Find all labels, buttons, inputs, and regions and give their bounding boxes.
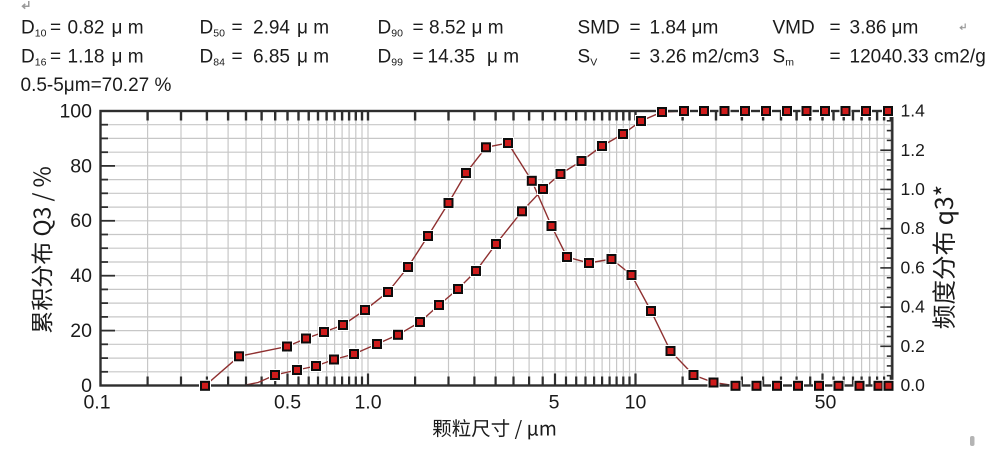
svg-text:60: 60 <box>70 210 92 232</box>
svg-text:=: = <box>232 18 243 39</box>
svg-text:=: = <box>232 47 243 68</box>
svg-text:0.8: 0.8 <box>901 218 925 238</box>
svg-text:1.2: 1.2 <box>901 140 925 160</box>
svg-text:1.18: 1.18 <box>68 47 105 68</box>
svg-text:0.82: 0.82 <box>68 18 105 39</box>
svg-text:μ m: μ m <box>487 47 519 68</box>
svg-text:5: 5 <box>549 392 560 414</box>
svg-text:μ m: μ m <box>297 47 329 68</box>
svg-text:40: 40 <box>70 265 92 287</box>
svg-text:0.6: 0.6 <box>901 258 925 278</box>
svg-text:3.26 m2/cm3: 3.26 m2/cm3 <box>650 47 760 68</box>
svg-text:=: = <box>830 47 841 68</box>
svg-text:=: = <box>50 18 61 39</box>
svg-text:0.0: 0.0 <box>901 375 926 395</box>
svg-text:μm: μm <box>892 18 919 39</box>
svg-text:=: = <box>50 47 61 68</box>
svg-text:1.0: 1.0 <box>354 392 381 414</box>
svg-text:20: 20 <box>70 320 92 342</box>
svg-text:=: = <box>413 18 424 39</box>
svg-text:6.85: 6.85 <box>253 47 290 68</box>
svg-text:0.1: 0.1 <box>83 392 110 414</box>
svg-text:0.5: 0.5 <box>274 392 301 414</box>
svg-text:=: = <box>630 47 641 68</box>
svg-text:1.84: 1.84 <box>650 18 687 39</box>
svg-text:14.35: 14.35 <box>428 47 476 68</box>
svg-text:μm: μm <box>692 18 719 39</box>
svg-text:μ m: μ m <box>472 18 504 39</box>
svg-text:10: 10 <box>625 392 647 414</box>
svg-text:8.52: 8.52 <box>429 18 466 39</box>
svg-text:0.2: 0.2 <box>901 336 925 356</box>
svg-text:50: 50 <box>815 392 837 414</box>
svg-text:80: 80 <box>70 155 92 177</box>
svg-text:=: = <box>630 18 641 39</box>
svg-text:0: 0 <box>81 375 92 397</box>
svg-text:1.4: 1.4 <box>901 101 926 121</box>
svg-text:0.5-5μm=70.27 %: 0.5-5μm=70.27 % <box>21 75 172 96</box>
svg-text:μ m: μ m <box>112 47 144 68</box>
svg-text:=: = <box>830 18 841 39</box>
svg-text:VMD: VMD <box>773 18 815 39</box>
svg-text:3.86: 3.86 <box>850 18 887 39</box>
svg-text:SMD: SMD <box>578 18 620 39</box>
svg-text:=: = <box>413 47 424 68</box>
svg-text:12040.33 cm2/g: 12040.33 cm2/g <box>850 47 986 68</box>
svg-text:1.0: 1.0 <box>901 179 926 199</box>
svg-text:μ m: μ m <box>112 18 144 39</box>
svg-text:2.94: 2.94 <box>253 18 290 39</box>
svg-text:100: 100 <box>59 100 92 122</box>
svg-text:μ m: μ m <box>297 18 329 39</box>
svg-text:0.4: 0.4 <box>901 297 926 317</box>
